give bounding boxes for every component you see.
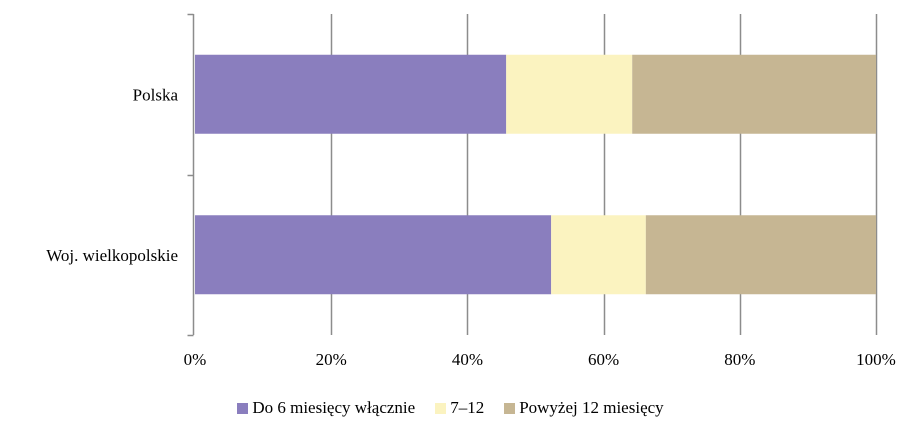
bar-2-series-1 [195,215,552,295]
x-tick-label: 40% [452,350,483,369]
bars [195,54,876,295]
y-axis [187,13,195,337]
category-label: Polska [133,85,179,104]
legend-swatch [435,402,447,414]
legend-item-3: Powyżej 12 miesięcy [504,398,664,418]
category-labels: Polska Woj. wielkopolskie [46,85,178,265]
legend-label: Powyżej 12 miesięcy [519,398,664,417]
legend-label: Do 6 miesięcy włącznie [252,398,416,417]
x-tick-label: 100% [856,350,896,369]
bar-2-series-2 [551,215,646,295]
bar-1-series-3 [632,54,876,134]
x-tick-label: 0% [184,350,207,369]
bar-1-series-2 [506,54,633,134]
bar-1-series-1 [195,54,507,134]
bar-2-series-3 [645,215,876,295]
x-tick-label: 60% [588,350,619,369]
legend-item-1: Do 6 miesięcy włącznie [237,398,415,418]
legend-swatch [237,402,249,414]
legend-label: 7–12 [450,398,485,417]
legend-swatch [504,402,516,414]
x-tick-label: 20% [316,350,347,369]
legend-item-2: 7–12 [435,398,484,418]
x-tick-labels: 0% 20% 40% 60% 80% 100% [184,350,896,369]
category-label: Woj. wielkopolskie [46,246,178,265]
x-tick-label: 80% [724,350,755,369]
legend: Do 6 miesięcy włącznie 7–12 Powyżej 12 mie… [0,398,901,418]
